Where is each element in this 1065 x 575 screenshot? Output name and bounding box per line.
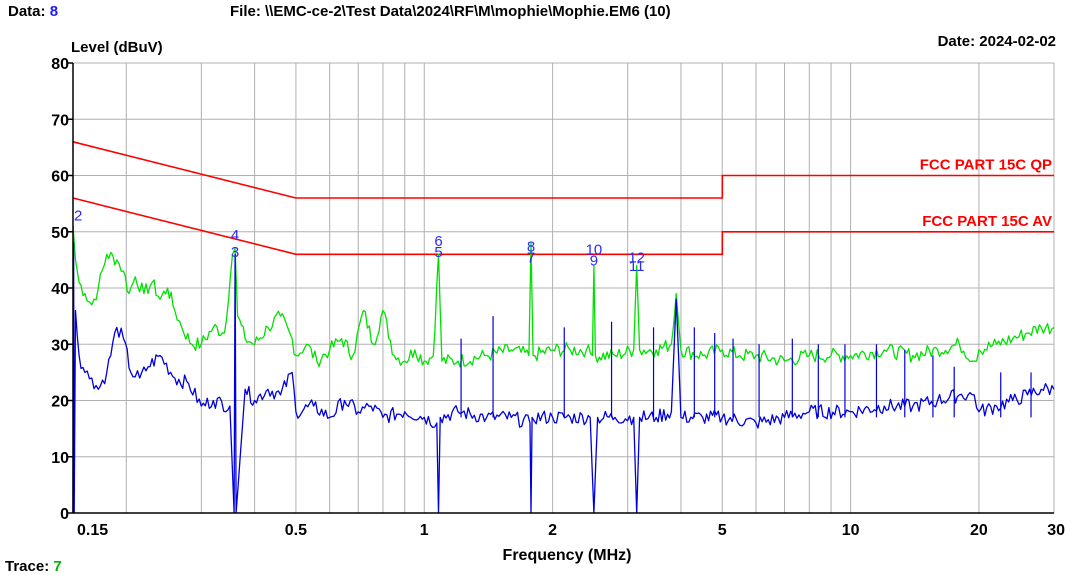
marker-label: 5 [434, 244, 442, 261]
marker-label: 10 [586, 241, 603, 258]
y-axis-label: Level (dBuV) [71, 39, 163, 56]
date-label: Date: 2024-02-02 [937, 33, 1056, 50]
marker-label: 9 [590, 253, 598, 270]
trace-layer [72, 226, 1055, 514]
y-tick-label: 80 [51, 56, 69, 73]
marker-label: 12 [628, 250, 645, 267]
marker-label: 6 [434, 233, 442, 250]
limit-line [72, 141, 1054, 199]
x-tick-label: 10 [842, 522, 860, 539]
marker-label: 2 [74, 208, 82, 225]
trace-line [72, 242, 1055, 514]
marker-label: 4 [231, 227, 239, 244]
y-tick-label: 10 [51, 450, 69, 467]
data-value: 8 [49, 3, 59, 20]
x-tick-label: 2 [548, 522, 557, 539]
x-tick-label: 1 [420, 522, 429, 539]
trace-label: Trace: 7 [5, 558, 62, 575]
y-tick-label: 30 [51, 337, 69, 354]
grid-layer [73, 62, 1055, 513]
marker-label: 7 [527, 250, 535, 267]
data-label: Data: 8 [8, 3, 58, 20]
marker-label: 11 [629, 258, 645, 275]
limit-label: FCC PART 15C QP [920, 157, 1052, 174]
x-tick-label: 30 [1047, 522, 1065, 539]
marker-label: 3 [231, 244, 239, 261]
file-path: File: \\EMC-ce-2\Test Data\2024\RF\M\mop… [230, 3, 671, 20]
limit-line [72, 197, 1054, 256]
limit-layer: FCC PART 15C QP FCC PART 15C AV [72, 141, 1054, 256]
marker-label: 8 [527, 238, 535, 255]
y-tick-label: 60 [51, 169, 69, 186]
limit-label: FCC PART 15C AV [922, 213, 1052, 230]
x-tick-label: 0.15 [77, 522, 108, 539]
y-tick-label: 20 [51, 394, 69, 411]
y-tick-label: 70 [51, 112, 69, 129]
x-tick-label: 5 [718, 522, 727, 539]
y-tick-label: 40 [51, 281, 69, 298]
trace-line [72, 226, 1055, 368]
x-tick-label: 0.5 [285, 522, 307, 539]
trace-value: 7 [53, 558, 62, 575]
x-axis-label: Frequency (MHz) [503, 547, 632, 564]
data-label-text: Data: [8, 3, 46, 20]
x-tick-label: 20 [970, 522, 988, 539]
trace-label-text: Trace: [5, 558, 50, 575]
y-tick-label: 50 [51, 225, 69, 242]
y-tick-label: 0 [60, 506, 69, 523]
